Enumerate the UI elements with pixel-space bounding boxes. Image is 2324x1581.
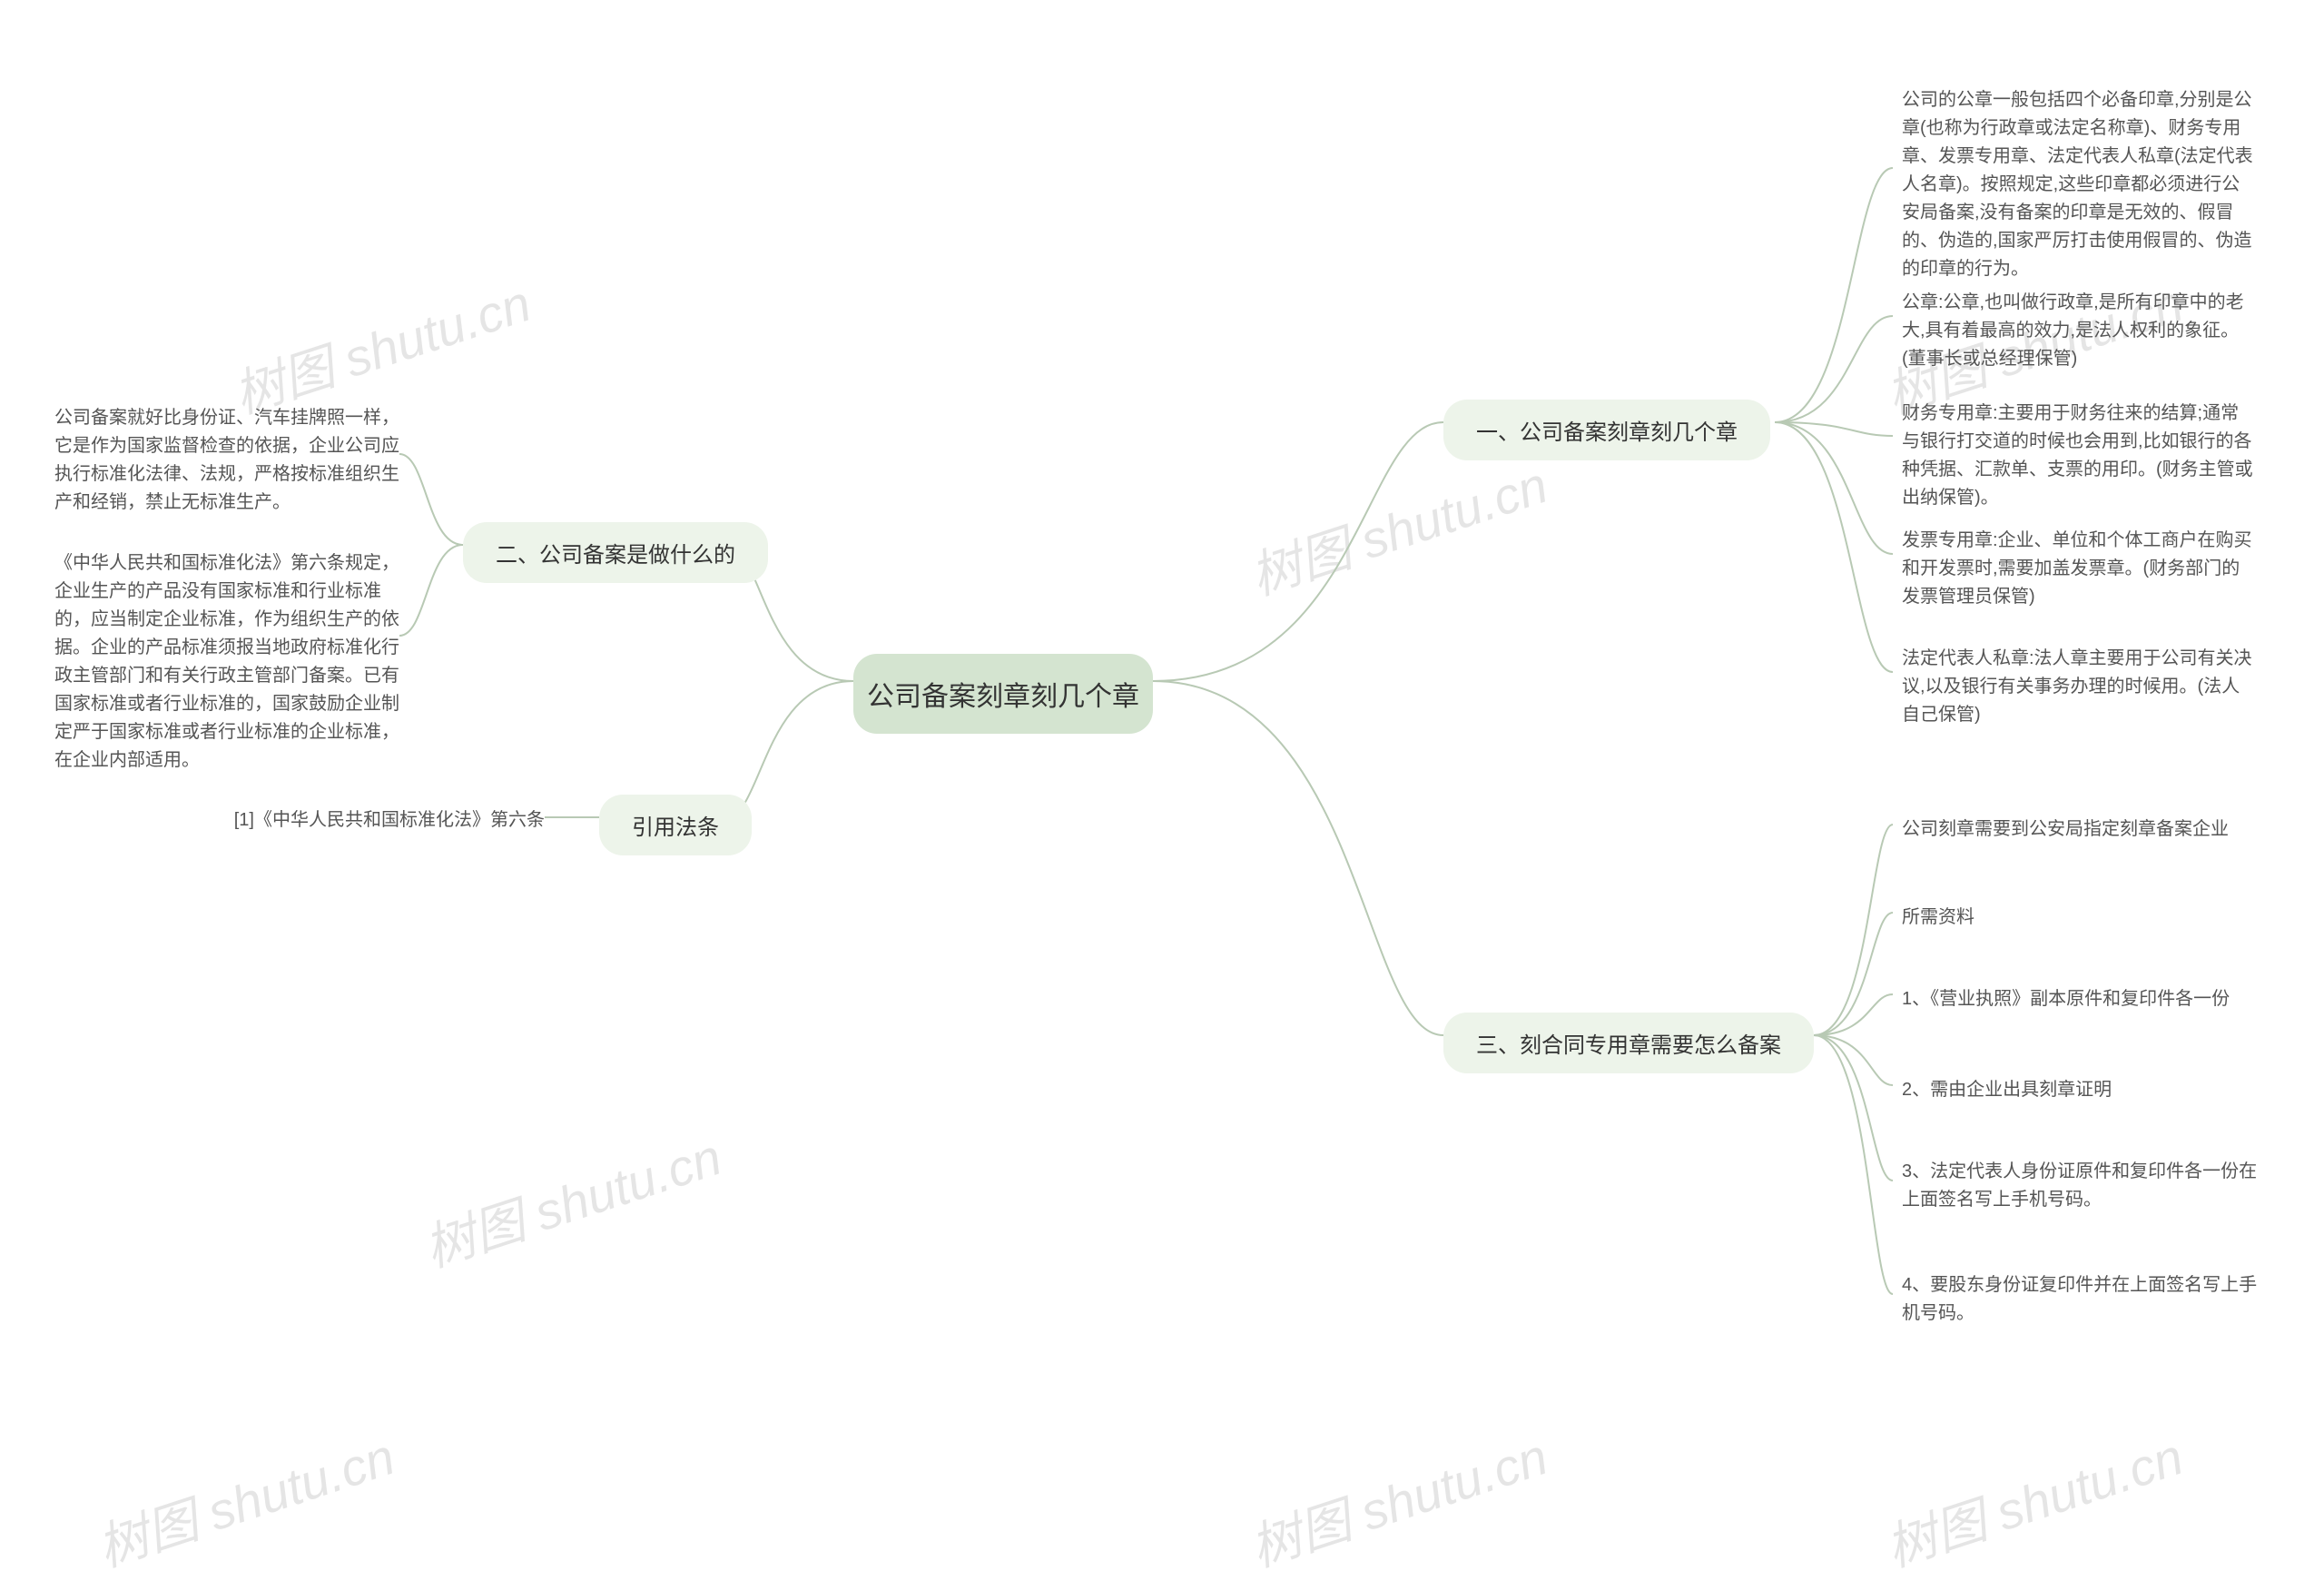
branch-label: 二、公司备案是做什么的 [496, 537, 735, 568]
leaf-text: 所需资料 [1902, 904, 1974, 932]
leaf-text: 公司备案就好比身份证、汽车挂牌照一样，它是作为国家监督检查的依据，企业公司应执行… [54, 404, 399, 517]
leaf-text: 4、要股东身份证复印件并在上面签名写上手机号码。 [1902, 1271, 2265, 1328]
leaf-text: 公司刻章需要到公安局指定刻章备案企业 [1902, 815, 2229, 844]
watermark: 树图 shutu.cn [87, 1417, 403, 1581]
branch-node-ref[interactable]: 引用法条 [599, 795, 752, 855]
watermark: 树图 shutu.cn [1240, 445, 1556, 610]
leaf-text: 1、《营业执照》副本原件和复印件各一份 [1902, 985, 2230, 1013]
leaf-text: 3、法定代表人身份证原件和复印件各一份在上面签名写上手机号码。 [1902, 1158, 2265, 1214]
branch-label: 一、公司备案刻章刻几个章 [1476, 414, 1738, 446]
leaf-text: 《中华人民共和国标准化法》第六条规定，企业生产的产品没有国家标准和行业标准的，应… [54, 549, 399, 775]
leaf-text: 发票专用章:企业、单位和个体工商户在购买和开发票时,需要加盖发票章。(财务部门的… [1902, 527, 2256, 611]
branch-label: 引用法条 [632, 809, 719, 841]
leaf-text: 2、需由企业出具刻章证明 [1902, 1076, 2112, 1104]
branch-node-1[interactable]: 一、公司备案刻章刻几个章 [1443, 400, 1770, 460]
root-node[interactable]: 公司备案刻章刻几个章 [853, 654, 1153, 734]
branch-label: 三、刻合同专用章需要怎么备案 [1476, 1027, 1781, 1059]
branch-node-2[interactable]: 二、公司备案是做什么的 [463, 522, 768, 583]
leaf-text: 公司的公章一般包括四个必备印章,分别是公章(也称为行政章或法定名称章)、财务专用… [1902, 86, 2256, 283]
root-label: 公司备案刻章刻几个章 [867, 674, 1139, 714]
leaf-text: 财务专用章:主要用于财务往来的结算;通常与银行打交道的时候也会用到,比如银行的各… [1902, 400, 2256, 512]
watermark: 树图 shutu.cn [414, 1117, 730, 1282]
branch-node-3[interactable]: 三、刻合同专用章需要怎么备案 [1443, 1013, 1814, 1073]
leaf-text: 公章:公章,也叫做行政章,是所有印章中的老大,具有着最高的效力,是法人权利的象征… [1902, 289, 2256, 373]
leaf-text: 法定代表人私章:法人章主要用于公司有关决议,以及银行有关事务办理的时候用。(法人… [1902, 645, 2256, 729]
watermark: 树图 shutu.cn [1240, 1417, 1556, 1581]
leaf-text: [1]《中华人民共和国标准化法》第六条 [191, 806, 545, 835]
watermark: 树图 shutu.cn [1876, 1417, 2191, 1581]
